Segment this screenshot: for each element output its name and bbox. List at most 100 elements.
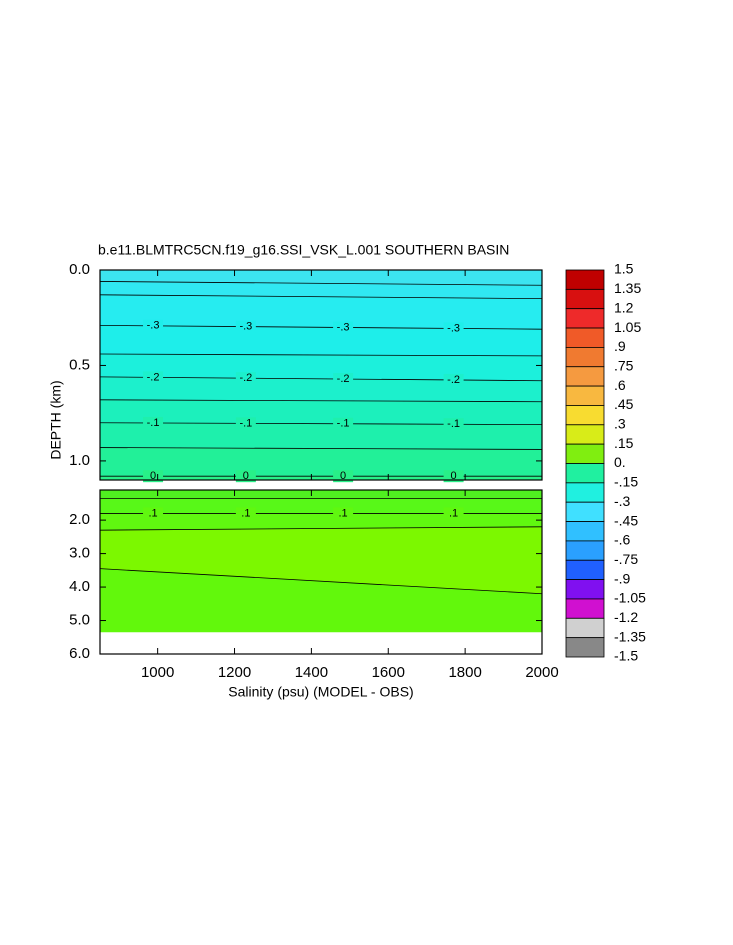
contour-label-bg: [333, 507, 354, 520]
contour-fill: [100, 294, 542, 330]
contour-line: [99, 399, 543, 403]
contour-label: -.3: [447, 322, 460, 334]
x-tick-label: 1400: [295, 664, 328, 681]
contour-fill: [100, 490, 542, 499]
colorbar-label: .45: [614, 396, 634, 412]
colorbar-label: -.9: [614, 570, 631, 586]
contour-label: .1: [241, 507, 250, 519]
colorbar-label: -.75: [614, 551, 638, 567]
colorbar-swatch: [565, 521, 605, 542]
x-tick-label: 2000: [525, 664, 558, 681]
colorbar-label: 1.5: [614, 261, 634, 277]
contour-label: -.2: [447, 374, 460, 386]
contour-label: .1: [148, 507, 157, 519]
colorbar-label: .6: [614, 377, 626, 393]
contour-fill: [100, 513, 542, 531]
contour-line: [99, 447, 543, 450]
contour-label-bg: [333, 321, 354, 334]
contour-label-bg: [235, 470, 256, 483]
colorbar-label: -.15: [614, 474, 638, 490]
colorbar-swatch: [565, 540, 605, 561]
contour-label: -.3: [337, 321, 350, 333]
contour-label: .1: [339, 507, 348, 519]
colorbar-swatch: [565, 482, 605, 503]
colorbar-label: 0.: [614, 454, 626, 470]
y-tick-label: 3.0: [69, 545, 90, 562]
contour-label: 0: [243, 470, 249, 482]
contour-label-bg: [443, 418, 464, 431]
contour-label: -.3: [147, 320, 160, 332]
colorbar-swatch: [565, 366, 605, 387]
contour-label-bg: [443, 373, 464, 386]
contour-label-bg: [333, 373, 354, 386]
colorbar-swatch: [565, 288, 605, 310]
contour-label-bg: [443, 470, 464, 483]
colorbar-label: -.6: [614, 532, 631, 548]
colorbar-label: -1.5: [614, 648, 638, 664]
colorbar-swatch: [565, 424, 605, 445]
contour-line: [99, 568, 543, 595]
contour-label: 0: [451, 470, 457, 482]
y-tick-label: 6.0: [69, 645, 90, 662]
colorbar-swatch: [565, 327, 605, 348]
contour-label: -.1: [447, 418, 460, 430]
contour-label-bg: [143, 416, 164, 429]
colorbar-label: 1.35: [614, 280, 641, 296]
colorbar-label: 1.05: [614, 319, 641, 335]
x-tick-label: 1800: [448, 664, 481, 681]
contour-fill: [100, 498, 542, 514]
colorbar-label: -1.2: [614, 609, 638, 625]
colorbar-label: -1.35: [614, 628, 646, 644]
colorbar-label: .15: [614, 435, 634, 451]
contour-label-bg: [235, 507, 256, 520]
x-axis-label: Salinity (psu) (MODEL - OBS): [228, 684, 413, 700]
contour-label: -.2: [337, 373, 350, 385]
contour-fill: [100, 568, 542, 633]
plot-frame: [99, 269, 543, 481]
contour-label: -.1: [239, 417, 252, 429]
y-tick-label: 4.0: [69, 578, 90, 595]
contour-fill: [100, 422, 542, 450]
colorbar-swatch: [565, 463, 605, 484]
contour-fill: [100, 526, 542, 594]
colorbar-swatch: [565, 269, 605, 290]
contour-line: [99, 294, 543, 300]
y-tick-label: 0.0: [69, 261, 90, 278]
colorbar-swatch: [565, 617, 605, 639]
contour-label: 0: [150, 470, 156, 482]
x-tick-label: 1200: [218, 664, 251, 681]
colorbar-swatch: [565, 579, 605, 600]
y-tick-label: 2.0: [69, 511, 90, 528]
contour-line: [99, 422, 543, 426]
colorbar-swatch: [565, 405, 605, 426]
contour-label-bg: [143, 507, 164, 520]
colorbar-swatch: [565, 598, 605, 619]
contour-fill: [100, 476, 542, 480]
contour-fill: [100, 270, 542, 286]
contour-fill: [100, 376, 542, 402]
contour-label: -.1: [147, 417, 160, 429]
contour-label-bg: [143, 319, 164, 332]
contour-label: -.2: [147, 371, 160, 383]
colorbar-swatch: [565, 308, 605, 329]
contour-line: [99, 526, 543, 531]
colorbar-label: .9: [614, 338, 626, 354]
y-tick-label: 0.5: [69, 356, 90, 373]
contour-label-bg: [443, 322, 464, 335]
contour-line: [99, 324, 543, 330]
contour-label-bg: [235, 417, 256, 430]
contour-label-bg: [443, 507, 464, 520]
y-tick-label: 5.0: [69, 611, 90, 628]
colorbar-label: -.3: [614, 493, 631, 509]
colorbar-label: .3: [614, 416, 626, 432]
colorbar-swatch: [565, 501, 605, 522]
x-tick-label: 1000: [141, 664, 174, 681]
colorbar-label: -.45: [614, 512, 638, 528]
contour-fill: [100, 399, 542, 425]
contour-line: [99, 281, 543, 286]
y-tick-label: 1.0: [69, 452, 90, 469]
contour-label-bg: [143, 371, 164, 384]
contour-line: [99, 353, 543, 357]
colorbar-swatch: [565, 346, 605, 368]
